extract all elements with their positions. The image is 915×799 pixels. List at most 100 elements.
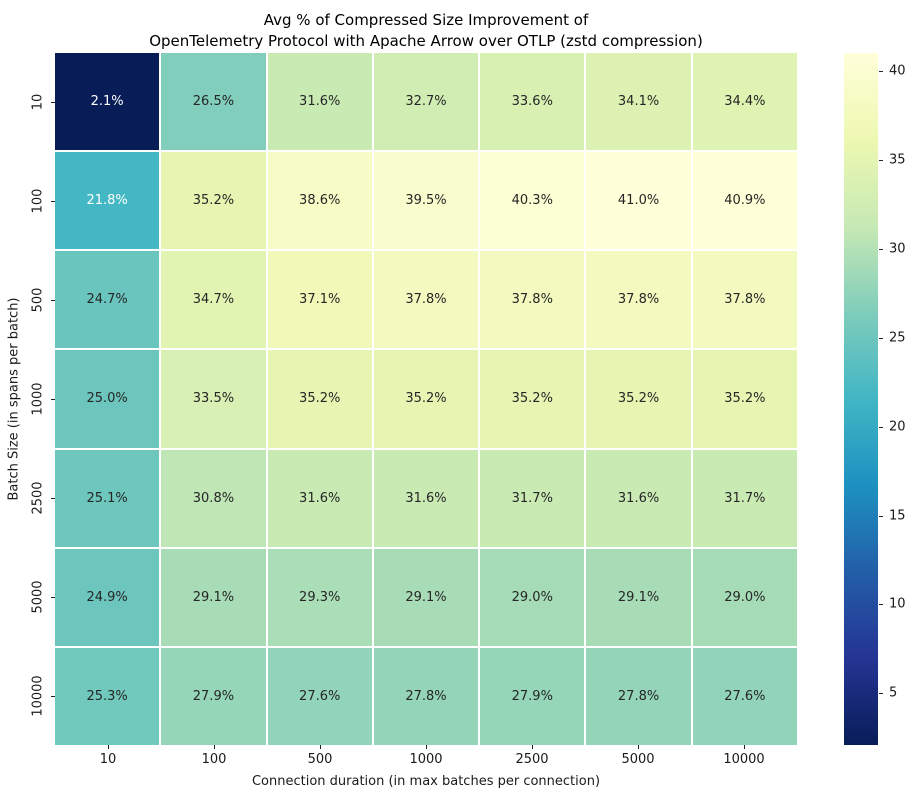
heatmap-cell: 37.1% bbox=[267, 251, 372, 349]
heatmap-cell: 41.0% bbox=[586, 152, 691, 250]
cell-value-label: 38.6% bbox=[299, 193, 341, 209]
heatmap-cell: 35.2% bbox=[480, 350, 585, 448]
cell-value-label: 40.9% bbox=[724, 193, 766, 209]
cell-value-label: 26.5% bbox=[192, 94, 235, 110]
heatmap-cell: 38.6% bbox=[267, 152, 372, 250]
x-tick-label: 10 bbox=[99, 752, 117, 767]
heatmap-cell: 35.2% bbox=[586, 350, 691, 448]
x-tick-label: 100 bbox=[201, 752, 227, 767]
chart-title: Avg % of Compressed Size Improvement of … bbox=[55, 10, 797, 52]
heatmap-cell: 29.3% bbox=[267, 548, 372, 646]
heatmap-cell: 35.2% bbox=[692, 350, 797, 448]
heatmap-cell: 27.6% bbox=[692, 647, 797, 745]
cell-value-label: 29.1% bbox=[192, 589, 235, 605]
cell-value-label: 35.2% bbox=[405, 391, 447, 407]
heatmap-cell: 37.8% bbox=[692, 251, 797, 349]
heatmap-cell: 40.3% bbox=[480, 152, 585, 250]
cell-value-label: 34.4% bbox=[724, 94, 766, 110]
heatmap-cell: 27.9% bbox=[480, 647, 585, 745]
y-axis-label: Batch Size (in spans per batch) bbox=[6, 297, 22, 501]
cell-value-label: 27.8% bbox=[405, 688, 447, 704]
cell-value-label: 29.0% bbox=[724, 589, 766, 605]
heatmap-cell: 29.1% bbox=[161, 548, 266, 646]
cell-value-label: 29.1% bbox=[405, 589, 447, 605]
heatmap-cell: 27.9% bbox=[161, 647, 266, 745]
cell-value-label: 31.6% bbox=[405, 490, 447, 506]
cell-value-label: 31.6% bbox=[299, 94, 341, 110]
cell-value-label: 34.7% bbox=[192, 292, 235, 308]
x-tick-label: 2500 bbox=[515, 752, 549, 767]
y-tick-mark bbox=[51, 102, 55, 104]
x-tick-label: 10000 bbox=[723, 752, 765, 767]
heatmap-cell: 37.8% bbox=[373, 251, 479, 349]
heatmap-cell: 34.1% bbox=[586, 53, 691, 151]
colorbar-tick-label: 15 bbox=[889, 508, 906, 524]
cell-value-label: 27.9% bbox=[192, 688, 235, 704]
chart-title-line-2: OpenTelemetry Protocol with Apache Arrow… bbox=[149, 32, 703, 50]
cell-value-label: 27.6% bbox=[724, 688, 766, 704]
y-tick-label: 10000 bbox=[30, 674, 46, 717]
heatmap-cell: 29.0% bbox=[692, 548, 797, 646]
cell-value-label: 30.8% bbox=[192, 490, 235, 506]
cell-value-label: 24.7% bbox=[86, 292, 128, 308]
colorbar bbox=[844, 53, 878, 745]
colorbar-tick-label: 40 bbox=[889, 63, 906, 79]
cell-value-label: 33.6% bbox=[511, 94, 553, 110]
heatmap-cell: 27.8% bbox=[373, 647, 479, 745]
cell-value-label: 29.1% bbox=[617, 589, 660, 605]
cell-value-label: 40.3% bbox=[511, 193, 553, 209]
heatmap-cell: 37.8% bbox=[480, 251, 585, 349]
x-tick-mark bbox=[426, 745, 427, 749]
y-tick-mark bbox=[51, 300, 55, 302]
heatmap-cell: 30.8% bbox=[161, 449, 266, 547]
heatmap-cell: 25.1% bbox=[55, 449, 160, 547]
y-tick-label: 5000 bbox=[30, 580, 46, 614]
heatmap-cell: 33.6% bbox=[480, 53, 585, 151]
x-tick-mark bbox=[320, 745, 321, 749]
colorbar-tick-mark bbox=[879, 426, 883, 428]
colorbar-tick-label: 5 bbox=[889, 685, 898, 701]
colorbar-tick-mark bbox=[879, 248, 883, 250]
y-tick-mark bbox=[51, 497, 55, 499]
heatmap-cell: 31.6% bbox=[373, 449, 479, 547]
heatmap-cell: 31.6% bbox=[267, 449, 372, 547]
colorbar-tick-label: 10 bbox=[889, 596, 906, 612]
heatmap-cell: 31.7% bbox=[692, 449, 797, 547]
colorbar-tick-label: 20 bbox=[889, 419, 906, 435]
cell-value-label: 37.8% bbox=[724, 292, 766, 308]
cell-value-label: 37.1% bbox=[299, 292, 341, 308]
cell-value-label: 32.7% bbox=[405, 94, 447, 110]
cell-value-label: 39.5% bbox=[405, 193, 447, 209]
colorbar-tick-mark bbox=[879, 70, 883, 72]
cell-value-label: 2.1% bbox=[90, 94, 124, 110]
cell-value-label: 35.2% bbox=[192, 193, 235, 209]
heatmap-cell: 31.6% bbox=[586, 449, 691, 547]
cell-value-label: 31.7% bbox=[511, 490, 553, 506]
heatmap-cell: 40.9% bbox=[692, 152, 797, 250]
y-tick-mark bbox=[51, 596, 55, 598]
y-tick-label: 500 bbox=[30, 287, 46, 313]
heatmap-cell: 26.5% bbox=[161, 53, 266, 151]
heatmap-cell: 32.7% bbox=[373, 53, 479, 151]
heatmap-cell: 35.2% bbox=[161, 152, 266, 250]
chart-title-line-1: Avg % of Compressed Size Improvement of bbox=[263, 11, 589, 29]
y-tick-label: 1000 bbox=[30, 382, 46, 416]
heatmap-cell: 24.7% bbox=[55, 251, 160, 349]
cell-value-label: 37.8% bbox=[405, 292, 447, 308]
cell-value-label: 33.5% bbox=[192, 391, 235, 407]
cell-value-label: 29.0% bbox=[511, 589, 553, 605]
cell-value-label: 37.8% bbox=[617, 292, 660, 308]
colorbar-tick-label: 35 bbox=[889, 152, 906, 168]
x-tick-mark bbox=[744, 745, 745, 749]
colorbar-tick-label: 30 bbox=[889, 241, 906, 257]
heatmap-cell: 35.2% bbox=[373, 350, 479, 448]
cell-value-label: 21.8% bbox=[86, 193, 128, 209]
cell-value-label: 35.2% bbox=[511, 391, 553, 407]
heatmap-cell: 2.1% bbox=[55, 53, 160, 151]
y-tick-label: 10 bbox=[30, 94, 46, 111]
heatmap-cell: 25.3% bbox=[55, 647, 160, 745]
cell-value-label: 27.8% bbox=[617, 688, 660, 704]
x-tick-mark bbox=[638, 745, 639, 749]
x-tick-mark bbox=[108, 745, 109, 749]
